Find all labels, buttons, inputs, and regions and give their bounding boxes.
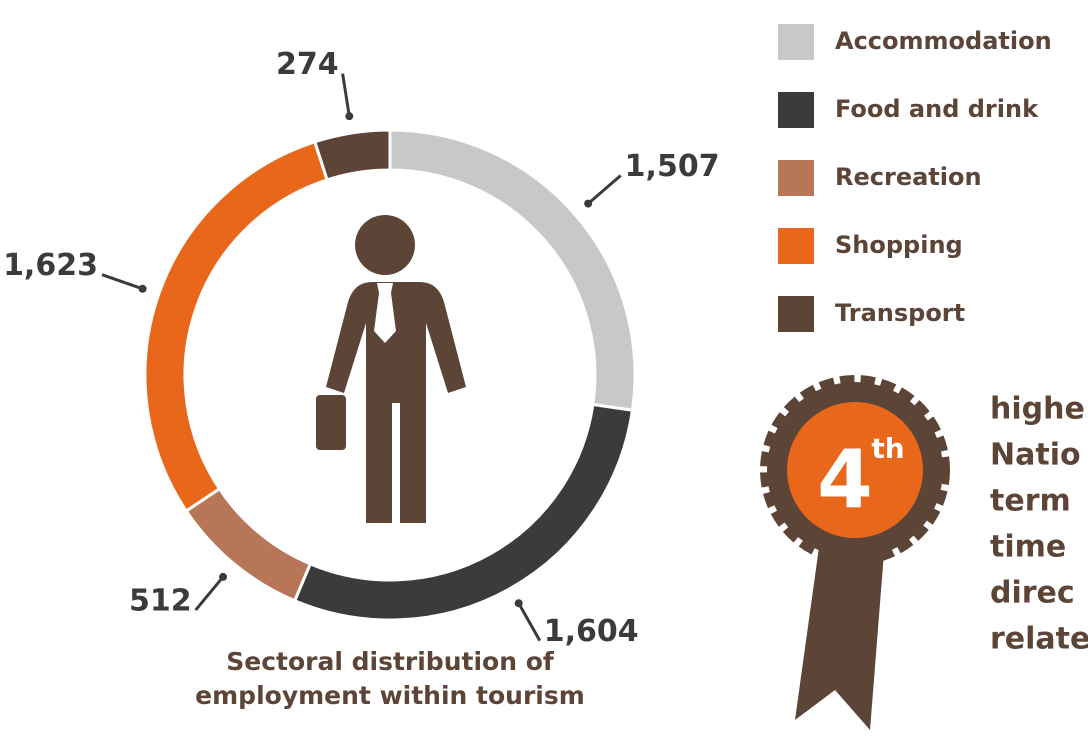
badge-text: time [990, 530, 1066, 565]
leader-line [587, 174, 622, 205]
leader-line [341, 73, 351, 117]
badge [760, 375, 950, 730]
legend-swatch [778, 92, 814, 128]
value-label: 512 [129, 584, 192, 619]
legend-label: Accommodation [835, 27, 1052, 55]
donut-slice [312, 128, 392, 182]
donut-slice [388, 128, 637, 412]
legend-label: Transport [835, 299, 965, 327]
chart-title: Sectoral distribution of employment with… [195, 647, 585, 710]
badge-suffix: th [871, 432, 904, 465]
badge-text: term [990, 484, 1071, 519]
leader-line [194, 575, 225, 612]
badge-text: highe [990, 392, 1085, 427]
badge-rank: 4 [817, 433, 873, 526]
legend-label: Shopping [835, 231, 963, 259]
leader-line [101, 273, 144, 291]
value-label: 1,507 [625, 149, 720, 184]
value-label: 274 [276, 47, 339, 82]
legend-label: Recreation [835, 163, 982, 191]
value-label: 1,623 [3, 248, 98, 283]
legend-swatch [778, 160, 814, 196]
person-icon [316, 215, 466, 523]
legend-swatch [778, 228, 814, 264]
leader-line [517, 602, 542, 642]
donut-slice [143, 139, 329, 514]
badge-text: direc [990, 576, 1075, 611]
legend-swatch [778, 24, 814, 60]
badge-text: Natio [990, 438, 1081, 473]
legend-swatch [778, 296, 814, 332]
donut-slice [184, 486, 313, 603]
value-label: 1,604 [544, 614, 639, 649]
legend-label: Food and drink [835, 95, 1039, 123]
badge-text: relate [990, 622, 1088, 657]
